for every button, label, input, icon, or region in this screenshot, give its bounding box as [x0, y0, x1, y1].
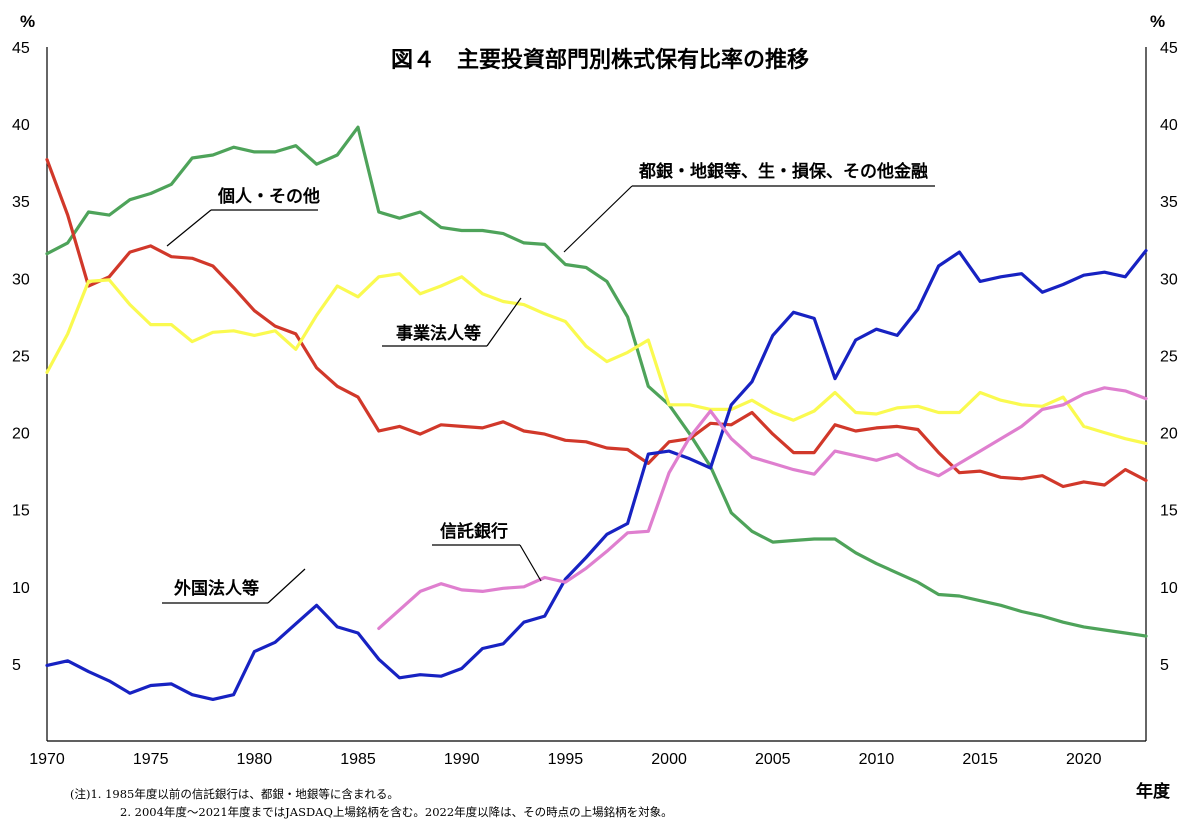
y-tick-label-right: 5 [1160, 657, 1169, 674]
y-tick-label-left: 40 [12, 117, 30, 134]
y-tick-label-left: 5 [12, 657, 21, 674]
label-trust-banks: 信託銀行 [440, 521, 508, 542]
label-leader-line [486, 297, 522, 347]
x-tick-label: 1970 [29, 751, 65, 768]
x-tick-label: 1980 [237, 751, 273, 768]
y-tick-label-right: 35 [1160, 194, 1178, 211]
label-individuals: 個人・その他 [217, 186, 320, 207]
label-leader-line [166, 209, 212, 247]
x-tick-label: 2005 [755, 751, 791, 768]
footnote-2: 2. 2004年度～2021年度まではJASDAQ上場銘柄を含む。2022年度以… [120, 805, 673, 819]
x-tick-label: 1975 [133, 751, 169, 768]
chart-title: 図４ 主要投資部門別株式保有比率の推移 [391, 47, 809, 73]
x-tick-label: 2015 [962, 751, 998, 768]
x-tick-label: 2000 [651, 751, 687, 768]
y-tick-label-left: 25 [12, 348, 30, 365]
series-line-financial-institutions [45, 125, 1148, 638]
x-tick-label: 2020 [1066, 751, 1102, 768]
label-foreign-corporations: 外国法人等 [174, 578, 259, 599]
y-tick-label-left: 15 [12, 503, 30, 520]
axes: 1970 1975 1980 1985 1990 1995 2000 2005 2010 2015… [12, 40, 1178, 768]
series-line-trust-banks [377, 386, 1148, 631]
label-leader-line [267, 568, 306, 604]
footnote-1: (注)1. 1985年度以前の信託銀行は、都銀・地銀等に含まれる。 [70, 787, 399, 801]
y-tick-label-right: 15 [1160, 503, 1178, 520]
y-tick-label-left: 35 [12, 194, 30, 211]
y-tick-label-right: 10 [1160, 580, 1178, 597]
label-financial-institutions: 都銀・地銀等、生・損保、その他金融 [638, 161, 928, 182]
x-axis-label: 年度 [1136, 781, 1171, 801]
label-business-corporations: 事業法人等 [396, 323, 481, 344]
x-tick-label: 2010 [859, 751, 895, 768]
y-tick-label-right: 20 [1160, 426, 1178, 443]
series-line-individuals [45, 158, 1148, 489]
series-layer [45, 125, 1148, 702]
y-tick-label-right: 25 [1160, 348, 1178, 365]
y-tick-label-left: 10 [12, 580, 30, 597]
y-tick-label-right: 30 [1160, 271, 1178, 288]
x-tick-label: 1985 [340, 751, 376, 768]
y-tick-label-left: 30 [12, 271, 30, 288]
y-axis-unit-right: % [1150, 12, 1165, 31]
label-leader-line [563, 185, 633, 253]
y-axis-unit-left: % [20, 12, 35, 31]
series-line-business-corporations [45, 272, 1148, 445]
y-tick-label-right: 45 [1160, 40, 1178, 57]
x-tick-label: 1990 [444, 751, 480, 768]
y-tick-label-right: 40 [1160, 117, 1178, 134]
y-tick-label-left: 45 [12, 40, 30, 57]
x-tick-label: 1995 [548, 751, 584, 768]
y-tick-label-left: 20 [12, 426, 30, 443]
series-line-foreign-corporations [45, 249, 1148, 702]
label-leader-line [519, 544, 542, 582]
